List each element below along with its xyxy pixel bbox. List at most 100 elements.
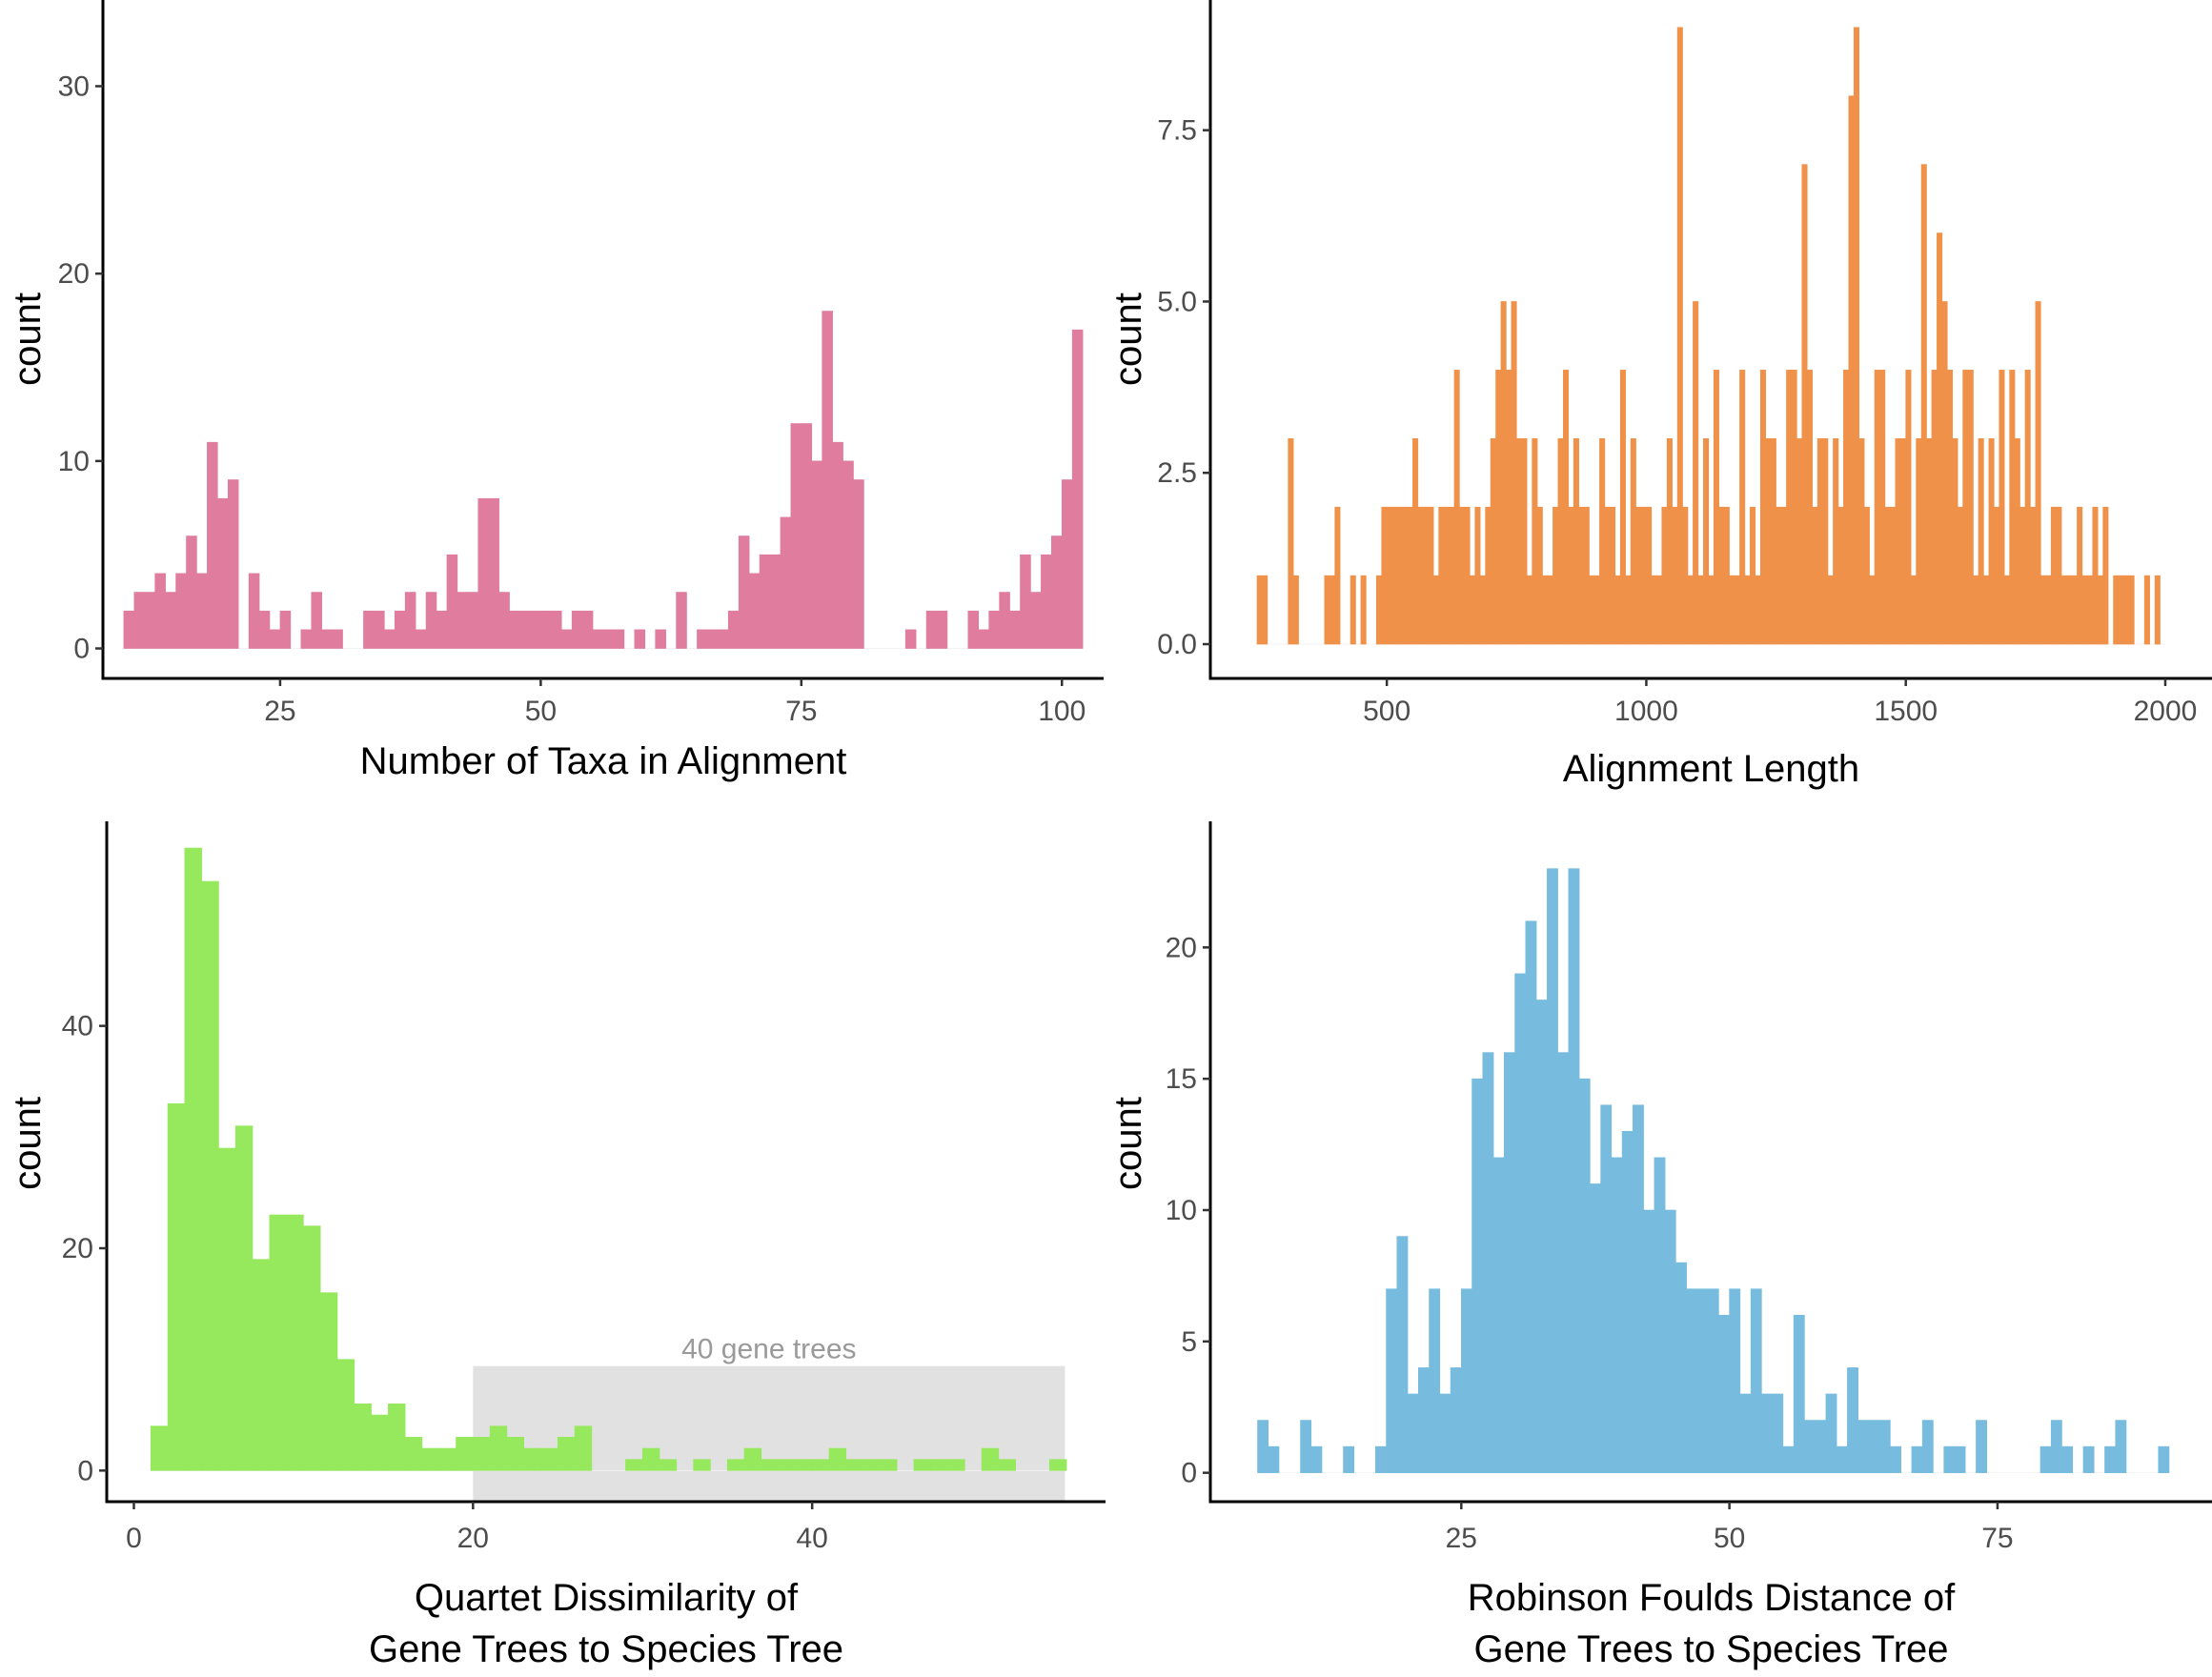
bar: [1920, 164, 1927, 645]
bar: [613, 629, 625, 649]
bar: [498, 592, 510, 649]
bar: [981, 1447, 1000, 1471]
bar: [1428, 506, 1434, 645]
x-axis-title: Quartet Dissimilarity of: [415, 1577, 799, 1619]
bar: [363, 610, 375, 649]
bar: [415, 629, 427, 649]
bar: [2019, 506, 2026, 645]
bar: [286, 1214, 304, 1471]
bar: [336, 1359, 355, 1471]
bar: [1453, 370, 1460, 645]
bar: [279, 610, 292, 649]
bar: [2014, 437, 2020, 645]
bar: [1967, 370, 1974, 645]
bar: [1786, 370, 1793, 645]
bar: [1718, 1314, 1730, 1473]
bar: [1557, 437, 1564, 645]
bar: [1868, 1420, 1880, 1473]
bar: [1978, 437, 1984, 645]
bars: [1256, 27, 2161, 645]
bar: [1310, 1445, 1323, 1473]
bar: [748, 573, 761, 649]
bar: [1625, 575, 1632, 645]
chart-panel-4: 0 5 10 15 20 25 50 75 Robinson Foulds Distance o…: [1107, 821, 2212, 1670]
bar: [655, 629, 666, 649]
bar: [2030, 506, 2037, 645]
bar: [2061, 1445, 2074, 1473]
bar: [1563, 370, 1570, 645]
bar: [634, 629, 646, 649]
bar: [1526, 575, 1532, 645]
bar: [1848, 95, 1855, 645]
bar: [234, 1125, 254, 1471]
bar: [1812, 506, 1818, 645]
bar: [988, 610, 1000, 649]
bar: [252, 1259, 271, 1471]
bar: [2060, 575, 2067, 645]
bar: [1350, 575, 1356, 645]
y-tick-label: 0: [77, 1455, 93, 1486]
bar: [1916, 437, 1922, 645]
x-tick-label: 500: [1363, 696, 1410, 727]
bar: [2050, 1420, 2062, 1473]
bar: [1593, 575, 1600, 645]
bar: [1515, 437, 1523, 645]
bar: [842, 460, 854, 649]
y-tick-label: 20: [1166, 932, 1197, 963]
chart-panel-3: 40 gene trees 0 20 40 0 20 40 Quartet Dissimila…: [7, 821, 1106, 1670]
bar: [1443, 506, 1450, 645]
bar: [1599, 437, 1606, 645]
bar: [641, 1447, 660, 1471]
bar: [2056, 506, 2062, 645]
bar: [1874, 370, 1880, 645]
bar: [1547, 868, 1558, 1473]
bar: [1729, 1288, 1741, 1473]
bar: [1343, 1445, 1355, 1473]
bar: [1815, 1420, 1827, 1473]
bar: [1941, 301, 1948, 645]
bar: [321, 629, 333, 649]
bar: [1661, 506, 1668, 645]
bar: [1833, 437, 1839, 645]
bar: [1329, 575, 1335, 645]
bar: [154, 573, 166, 649]
bar: [718, 629, 729, 649]
bar: [1946, 370, 1954, 645]
bar: [1837, 506, 1844, 645]
bar: [1542, 575, 1549, 645]
chart-panel-1: 0 10 20 30 25 50 75 100 Number of Taxa in Alignm…: [7, 0, 1104, 782]
bar: [1432, 575, 1439, 645]
bar: [1816, 437, 1823, 645]
bar: [227, 479, 239, 649]
x-tick-label: 2000: [2134, 696, 2198, 727]
bar: [2123, 575, 2130, 645]
bar: [1557, 1052, 1570, 1473]
bar: [1547, 575, 1553, 645]
bar: [1386, 1288, 1398, 1473]
bar: [2104, 1445, 2117, 1473]
bar: [248, 573, 260, 649]
bar: [1943, 1445, 1956, 1473]
y-axis-title: count: [1107, 1097, 1149, 1190]
chart-panel-2: 0.0 2.5 5.0 7.5 500 1000 1500 2000 Alignment Len…: [1107, 0, 2212, 790]
bar: [1578, 1078, 1591, 1473]
bar: [727, 610, 740, 649]
bar: [540, 1447, 558, 1471]
bar: [1288, 437, 1294, 645]
bar: [1386, 506, 1392, 645]
x-tick-label: 100: [1038, 696, 1086, 727]
bar: [467, 592, 479, 649]
bar: [930, 1459, 948, 1471]
bar: [1640, 506, 1647, 645]
bar: [1611, 1157, 1623, 1473]
bar: [1643, 1209, 1655, 1473]
bar: [913, 1459, 932, 1471]
bar: [1723, 506, 1730, 645]
bar: [1268, 1445, 1280, 1473]
bar: [1532, 437, 1538, 645]
bar: [738, 535, 750, 649]
bar: [862, 1459, 881, 1471]
x-axis-title: Robinson Foulds Distance of: [1468, 1577, 1956, 1619]
bar: [1257, 1420, 1269, 1473]
